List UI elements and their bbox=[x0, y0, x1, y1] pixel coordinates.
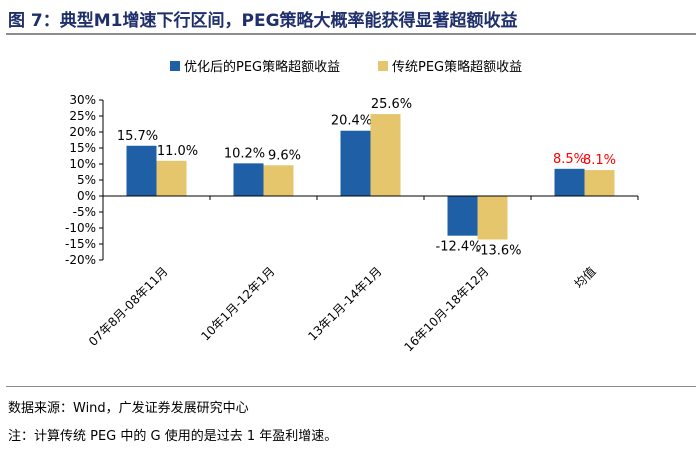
y-tick-label: 0% bbox=[77, 189, 96, 203]
y-tick-label: 15% bbox=[69, 141, 96, 155]
data-label: 8.5% bbox=[553, 152, 586, 167]
title-divider bbox=[6, 33, 696, 35]
legend-label: 传统PEG策略超额收益 bbox=[392, 59, 522, 75]
data-label: 25.6% bbox=[371, 97, 412, 112]
data-label: 9.6% bbox=[268, 148, 301, 163]
bar bbox=[370, 114, 401, 196]
source-note: 数据来源：Wind，广发证券发展研究中心 bbox=[8, 401, 249, 416]
data-label: 15.7% bbox=[117, 129, 158, 144]
footer-divider bbox=[6, 386, 696, 387]
bars: 15.7%11.0% 10.2% 9.6% 20.4% 25.6% -12.4%-13.6… bbox=[117, 97, 616, 258]
y-tick-label: 10% bbox=[69, 157, 96, 171]
data-label: 8.1% bbox=[583, 153, 616, 168]
data-label: 11.0% bbox=[157, 144, 198, 159]
bar bbox=[263, 165, 294, 196]
figure-title: 图 7：典型M1增速下行区间，PEG策略大概率能获得显著超额收益 bbox=[8, 11, 518, 31]
category-label: 13年1月-14年1月 bbox=[305, 264, 384, 343]
data-label: -13.6% bbox=[476, 244, 522, 259]
bar bbox=[554, 168, 585, 196]
y-tick-label: 20% bbox=[69, 125, 96, 139]
bar bbox=[340, 130, 371, 196]
bar bbox=[584, 170, 615, 196]
calculation-note: 注：计算传统 PEG 中的 G 使用的是过去 1 年盈利增速。 bbox=[8, 429, 338, 444]
y-tick-label: 25% bbox=[69, 109, 96, 123]
legend-swatch bbox=[378, 61, 388, 71]
y-tick-label: -15% bbox=[65, 237, 96, 251]
y-axis: -20% -15% -10% -5% 0% 5% 10% 15% 20% 25% 30% bbox=[65, 93, 104, 267]
bar bbox=[477, 196, 508, 240]
category-label: 均值 bbox=[571, 264, 599, 292]
legend-swatch bbox=[170, 61, 180, 71]
y-tick-label: -20% bbox=[65, 253, 96, 267]
legend: 优化后的PEG策略超额收益 传统PEG策略超额收益 bbox=[170, 59, 522, 75]
y-tick-label: 30% bbox=[69, 93, 96, 107]
bar-chart: 优化后的PEG策略超额收益 传统PEG策略超额收益 -20% -15% -10% -5%… bbox=[65, 59, 639, 354]
category-label: 10年1月-12年1月 bbox=[198, 264, 277, 343]
y-tick-label: -10% bbox=[65, 221, 96, 235]
y-tick-label: 5% bbox=[77, 173, 96, 187]
legend-label: 优化后的PEG策略超额收益 bbox=[184, 59, 340, 75]
data-label: 10.2% bbox=[224, 146, 265, 161]
bar bbox=[126, 145, 157, 196]
bar bbox=[447, 196, 478, 236]
data-label: -12.4% bbox=[436, 240, 482, 255]
bar bbox=[156, 160, 187, 196]
y-tick-label: -5% bbox=[73, 205, 96, 219]
bar bbox=[233, 163, 264, 196]
category-label: 16年10月-18年12月 bbox=[402, 264, 492, 354]
data-label: 20.4% bbox=[331, 114, 372, 129]
x-axis: 07年8月-08年11月 10年1月-12年1月 13年1月-14年1月 16年10月… bbox=[86, 195, 639, 354]
category-label: 07年8月-08年11月 bbox=[86, 264, 171, 349]
